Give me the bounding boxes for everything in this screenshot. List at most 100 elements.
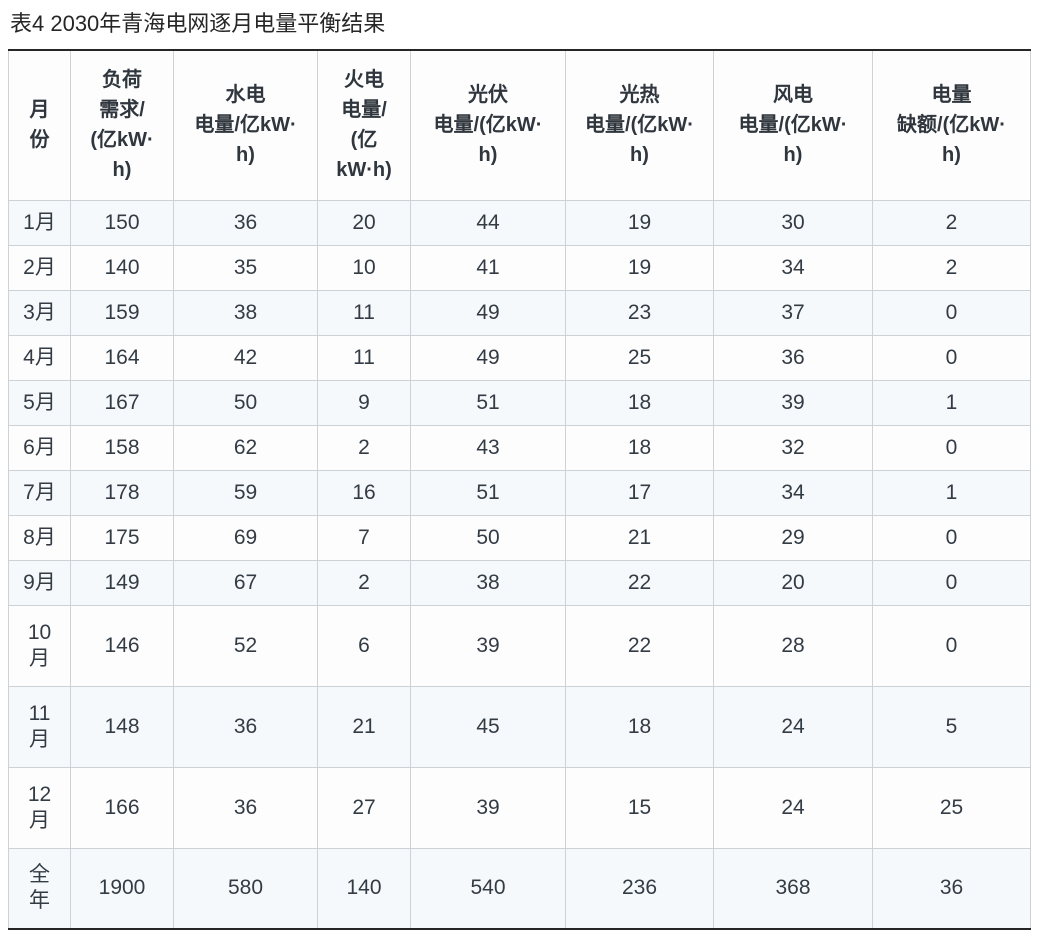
value-cell: 164 (70, 334, 174, 381)
value-cell: 52 (173, 604, 318, 687)
table-row: 2月 140 35 10 41 19 34 2 (8, 244, 1031, 291)
value-cell: 15 (565, 766, 714, 849)
value-cell: 45 (410, 685, 566, 768)
month-cell: 11 月 (8, 685, 71, 768)
value-cell: 49 (410, 289, 566, 336)
value-cell: 1 (872, 469, 1031, 516)
value-cell: 178 (70, 469, 174, 516)
value-cell: 36 (713, 334, 873, 381)
column-header-hydro: 水电 电量/亿kW· h) (173, 49, 318, 201)
table-row: 7月 178 59 16 51 17 34 1 (8, 469, 1031, 516)
table-row: 全 年 1900 580 140 540 236 368 36 (8, 847, 1031, 930)
value-cell: 0 (872, 334, 1031, 381)
value-cell: 20 (713, 559, 873, 606)
value-cell: 368 (713, 847, 873, 930)
value-cell: 146 (70, 604, 174, 687)
value-cell: 18 (565, 379, 714, 426)
month-cell: 8月 (8, 514, 71, 561)
value-cell: 51 (410, 469, 566, 516)
value-cell: 148 (70, 685, 174, 768)
table-caption: 表4 2030年青海电网逐月电量平衡结果 (10, 11, 386, 36)
value-cell: 0 (872, 604, 1031, 687)
table-row: 3月 159 38 11 49 23 37 0 (8, 289, 1031, 336)
column-header-wind: 风电 电量/(亿kW· h) (713, 49, 873, 201)
value-cell: 2 (317, 424, 411, 471)
header-row: 月 份 负荷 需求/ (亿kW· h) 水电 电量/亿kW· h) 火电 电量/… (8, 49, 1031, 201)
value-cell: 0 (872, 424, 1031, 471)
column-header-pv: 光伏 电量/(亿kW· h) (410, 49, 566, 201)
table-row: 11 月 148 36 21 45 18 24 5 (8, 685, 1031, 768)
value-cell: 43 (410, 424, 566, 471)
value-cell: 36 (173, 766, 318, 849)
value-cell: 9 (317, 379, 411, 426)
column-header-month: 月 份 (8, 49, 71, 201)
value-cell: 24 (713, 766, 873, 849)
table-header: 月 份 负荷 需求/ (亿kW· h) 水电 电量/亿kW· h) 火电 电量/… (8, 49, 1031, 201)
value-cell: 69 (173, 514, 318, 561)
value-cell: 19 (565, 199, 714, 246)
table-row: 4月 164 42 11 49 25 36 0 (8, 334, 1031, 381)
value-cell: 30 (713, 199, 873, 246)
value-cell: 41 (410, 244, 566, 291)
value-cell: 158 (70, 424, 174, 471)
value-cell: 38 (173, 289, 318, 336)
value-cell: 140 (317, 847, 411, 930)
value-cell: 540 (410, 847, 566, 930)
value-cell: 67 (173, 559, 318, 606)
value-cell: 19 (565, 244, 714, 291)
value-cell: 21 (565, 514, 714, 561)
value-cell: 29 (713, 514, 873, 561)
value-cell: 150 (70, 199, 174, 246)
value-cell: 32 (713, 424, 873, 471)
value-cell: 166 (70, 766, 174, 849)
value-cell: 167 (70, 379, 174, 426)
value-cell: 42 (173, 334, 318, 381)
month-cell: 7月 (8, 469, 71, 516)
value-cell: 10 (317, 244, 411, 291)
value-cell: 11 (317, 334, 411, 381)
value-cell: 6 (317, 604, 411, 687)
value-cell: 38 (410, 559, 566, 606)
month-cell: 全 年 (8, 847, 71, 930)
month-cell: 3月 (8, 289, 71, 336)
month-cell: 6月 (8, 424, 71, 471)
value-cell: 34 (713, 469, 873, 516)
value-cell: 18 (565, 424, 714, 471)
value-cell: 1900 (70, 847, 174, 930)
value-cell: 37 (713, 289, 873, 336)
value-cell: 20 (317, 199, 411, 246)
value-cell: 36 (173, 199, 318, 246)
column-header-shortage: 电量 缺额/(亿kW· h) (872, 49, 1031, 201)
month-cell: 5月 (8, 379, 71, 426)
value-cell: 22 (565, 559, 714, 606)
value-cell: 21 (317, 685, 411, 768)
column-header-csp: 光热 电量/(亿kW· h) (565, 49, 714, 201)
value-cell: 236 (565, 847, 714, 930)
value-cell: 0 (872, 514, 1031, 561)
value-cell: 25 (872, 766, 1031, 849)
value-cell: 49 (410, 334, 566, 381)
value-cell: 140 (70, 244, 174, 291)
value-cell: 16 (317, 469, 411, 516)
table-row: 12 月 166 36 27 39 15 24 25 (8, 766, 1031, 849)
month-cell: 12 月 (8, 766, 71, 849)
value-cell: 22 (565, 604, 714, 687)
column-header-thermal: 火电 电量/ (亿 kW·h) (317, 49, 411, 201)
value-cell: 2 (872, 244, 1031, 291)
value-cell: 17 (565, 469, 714, 516)
value-cell: 0 (872, 289, 1031, 336)
value-cell: 18 (565, 685, 714, 768)
value-cell: 1 (872, 379, 1031, 426)
value-cell: 34 (713, 244, 873, 291)
value-cell: 35 (173, 244, 318, 291)
value-cell: 580 (173, 847, 318, 930)
value-cell: 159 (70, 289, 174, 336)
value-cell: 0 (872, 559, 1031, 606)
month-cell: 2月 (8, 244, 71, 291)
value-cell: 23 (565, 289, 714, 336)
value-cell: 149 (70, 559, 174, 606)
month-cell: 10 月 (8, 604, 71, 687)
value-cell: 5 (872, 685, 1031, 768)
table-row: 5月 167 50 9 51 18 39 1 (8, 379, 1031, 426)
table-row: 10 月 146 52 6 39 22 28 0 (8, 604, 1031, 687)
